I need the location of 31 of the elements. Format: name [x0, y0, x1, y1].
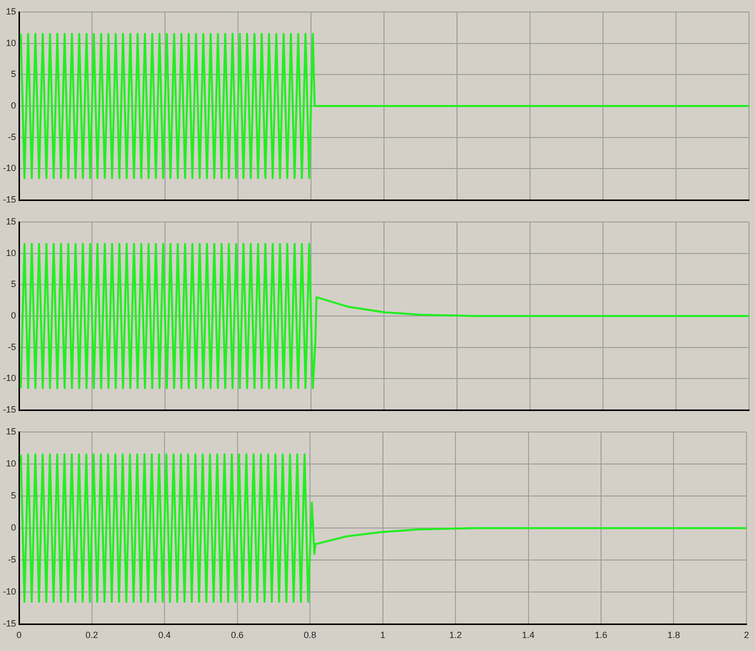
y-tick-label: 15 — [6, 426, 16, 436]
x-tick-label: 2 — [744, 630, 750, 640]
y-tick-label: 0 — [10, 310, 16, 320]
x-tick-label: 1.4 — [522, 630, 535, 640]
x-tick-label: 1.2 — [449, 630, 462, 640]
y-tick-label: 5 — [10, 279, 16, 290]
y-tick-label: 5 — [10, 490, 16, 501]
y-tick-label: 15 — [6, 6, 16, 16]
y-tick-label: 10 — [6, 248, 16, 258]
y-tick-label: -15 — [2, 194, 16, 204]
y-tick-label: -5 — [8, 132, 16, 142]
y-tick-label: 10 — [6, 38, 16, 48]
y-tick-label: 5 — [10, 69, 16, 80]
y-tick-label: -10 — [2, 586, 16, 597]
y-tick-label: -10 — [2, 373, 16, 384]
x-tick-label: 0.4 — [158, 630, 171, 640]
y-tick-label: 0 — [10, 522, 16, 533]
y-tick-label: 15 — [6, 216, 16, 226]
y-tick-label: -5 — [8, 554, 16, 565]
x-tick-label: 1.8 — [667, 630, 680, 640]
y-tick-label: -15 — [2, 618, 16, 629]
x-tick-label: 1 — [380, 630, 386, 640]
y-tick-label: -10 — [2, 163, 16, 174]
y-tick-label: -15 — [2, 404, 16, 414]
x-tick-label: 0.6 — [230, 630, 244, 640]
x-tick-label: 0.8 — [304, 630, 316, 640]
y-tick-label: 10 — [6, 458, 16, 469]
y-tick-label: -5 — [8, 342, 16, 352]
x-tick-label: 1.6 — [594, 630, 608, 640]
x-tick-label: 0.2 — [86, 630, 98, 640]
y-tick-label: 0 — [10, 100, 16, 110]
